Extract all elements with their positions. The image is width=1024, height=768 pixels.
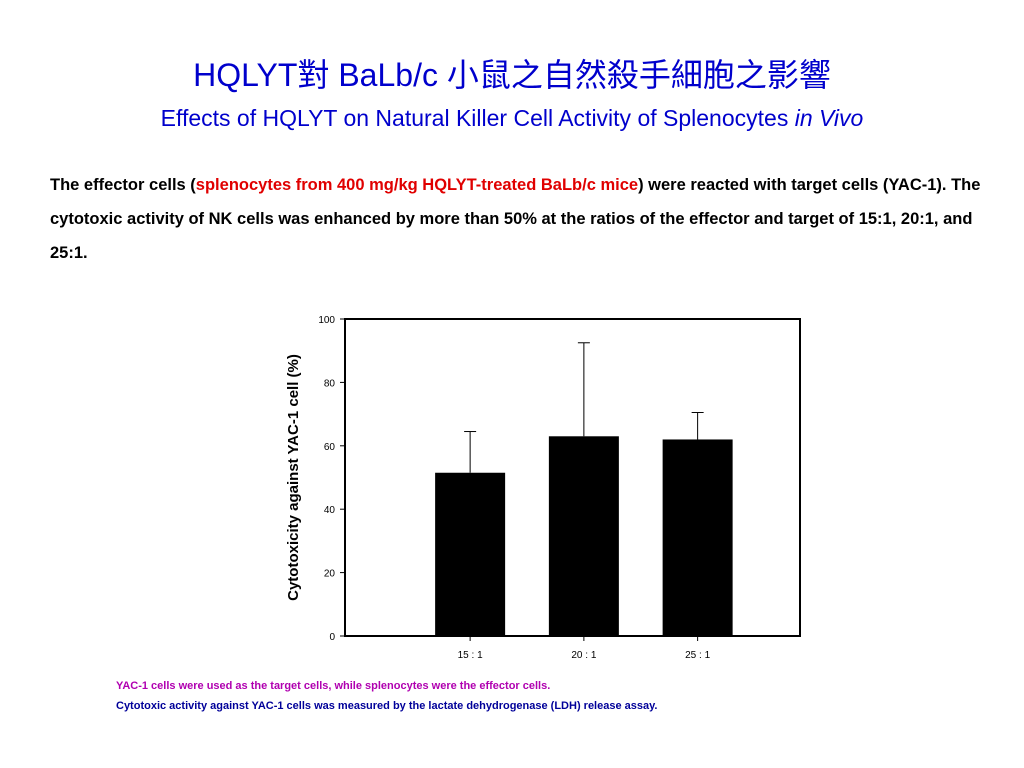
y-tick-label: 20 [324,569,336,580]
slide-title-english: Effects of HQLYT on Natural Killer Cell … [0,104,1024,132]
bar [435,472,506,636]
bar-chart: 0 20 40 60 80 100 15 : 1 20 : 1 25 : 1 Cytotoxic… [285,315,801,661]
y-tick-label: 40 [324,505,336,516]
plot-frame [344,318,801,637]
y-tick-label: 80 [324,378,336,389]
footnote-ldh-assay: Cytotoxic activity against YAC-1 cells w… [116,700,658,712]
description-highlight: splenocytes from 400 mg/kg HQLYT-treated… [195,176,639,194]
title-english-main: Effects of HQLYT on Natural Killer Cell … [160,105,795,131]
bar [662,439,733,636]
y-tick-label: 60 [324,442,336,453]
slide-title-chinese: HQLYT對 BaLb/c 小鼠之自然殺手細胞之影響 [193,57,831,93]
y-tick-label: 0 [329,632,335,643]
y-axis-label: Cytotoxicity against YAC-1 cell (%) [285,354,302,601]
description-paragraph: The effector cells (splenocytes from 400… [50,168,1000,270]
description-part-2: ) were reacted with target cells (YAC-1)… [50,176,981,262]
description-part-1: The effector cells ( [50,176,196,194]
footnote-target-cells: YAC-1 cells were used as the target cell… [116,680,551,692]
title-english-italic: in Vivo [794,105,864,131]
x-tick-label: 20 : 1 [571,650,596,661]
plot-layer: 0 20 40 60 80 100 15 : 1 20 : 1 25 : 1 [318,315,733,661]
y-tick-label: 100 [318,315,335,326]
x-tick-label: 15 : 1 [458,650,483,661]
x-tick-label: 25 : 1 [685,650,710,661]
bar [548,436,619,636]
